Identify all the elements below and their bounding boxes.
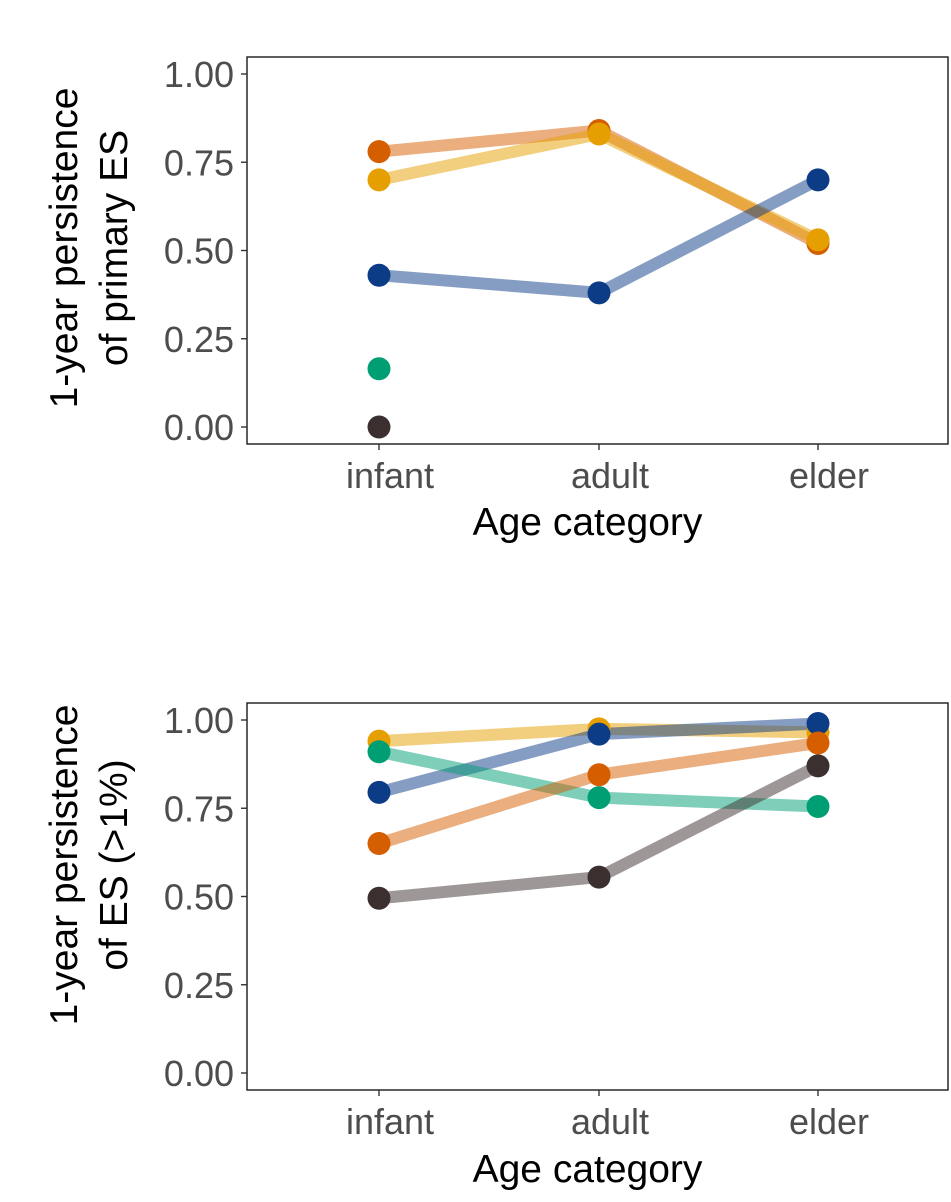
y-axis-title-line-1: 1-year persistence	[43, 88, 86, 409]
y-tick-label: 0.50	[164, 877, 234, 918]
point-orange-infant	[367, 832, 391, 856]
y-tick-label: 0.25	[164, 319, 234, 360]
series-line-orange-adult-elder	[598, 737, 819, 781]
y-tick-label: 0.50	[164, 231, 234, 272]
y-tick-label: 1.00	[164, 54, 234, 95]
point-green-infant	[367, 740, 391, 764]
point-yellow-elder	[806, 228, 830, 252]
y-tick-label: 0.00	[164, 1053, 234, 1094]
point-green-elder	[806, 794, 830, 818]
point-yellow-infant	[367, 168, 391, 192]
point-dark-adult	[587, 865, 611, 889]
series-line-yellow-infant-adult	[377, 128, 601, 186]
series-line-orange-infant-adult	[377, 768, 601, 850]
panel-2: 0.00 0.25 0.50 0.75 1.00 infant adult elder Age …	[43, 700, 949, 1191]
x-tick-label-adult: adult	[571, 455, 649, 496]
y-tick-label: 0.75	[164, 788, 234, 829]
panel-1: 0.00 0.25 0.50 0.75 1.00 infant adult elder Age …	[43, 54, 949, 544]
x-axis-title: Age category	[473, 1148, 703, 1191]
point-orange-adult	[587, 763, 611, 787]
series-line-yellow-adult-elder	[596, 128, 821, 246]
point-blue-infant	[367, 263, 391, 287]
series-line-green-adult-elder	[598, 791, 819, 813]
x-tick-label-infant: infant	[346, 455, 434, 496]
point-dark-infant	[367, 415, 391, 439]
x-tick-label-elder: elder	[789, 455, 869, 496]
y-axis-title-line-1: 1-year persistence	[43, 705, 86, 1026]
plot-frame	[246, 702, 949, 1091]
point-orange-infant	[367, 140, 391, 164]
series-line-blue-infant-adult	[378, 269, 600, 299]
y-tick-label: 1.00	[164, 700, 234, 741]
y-tick-label: 0.25	[164, 965, 234, 1006]
point-orange-elder	[806, 731, 830, 755]
point-blue-adult	[587, 722, 611, 746]
point-blue-adult	[587, 281, 611, 305]
x-tick-label-adult: adult	[571, 1101, 649, 1142]
y-axis-title-line-2: of primary ES	[93, 130, 136, 366]
series-line-dark-adult-elder	[596, 760, 821, 883]
y-axis-title-line-2: of ES (>1%)	[93, 759, 136, 970]
point-green-adult	[587, 786, 611, 810]
series-line-dark-infant-adult	[378, 871, 600, 905]
point-yellow-adult	[587, 122, 611, 146]
series-line-blue-infant-adult	[377, 728, 601, 799]
plot-frame	[246, 56, 949, 445]
y-tick-label: 0.75	[164, 142, 234, 183]
series-line-orange-infant-adult	[378, 124, 600, 158]
point-blue-infant	[367, 780, 391, 804]
x-tick-label-elder: elder	[789, 1101, 869, 1142]
series-line-yellow-infant-adult	[378, 722, 600, 748]
series-line-blue-adult-elder	[596, 174, 821, 299]
point-dark-elder	[806, 754, 830, 778]
point-blue-elder	[806, 168, 830, 192]
point-green-infant	[367, 357, 391, 381]
point-dark-infant	[367, 886, 391, 910]
x-tick-label-infant: infant	[346, 1101, 434, 1142]
point-blue-elder	[806, 712, 830, 736]
x-axis-title: Age category	[473, 501, 703, 544]
y-tick-label: 0.00	[164, 407, 234, 448]
series-line-blue-adult-elder	[598, 717, 819, 741]
